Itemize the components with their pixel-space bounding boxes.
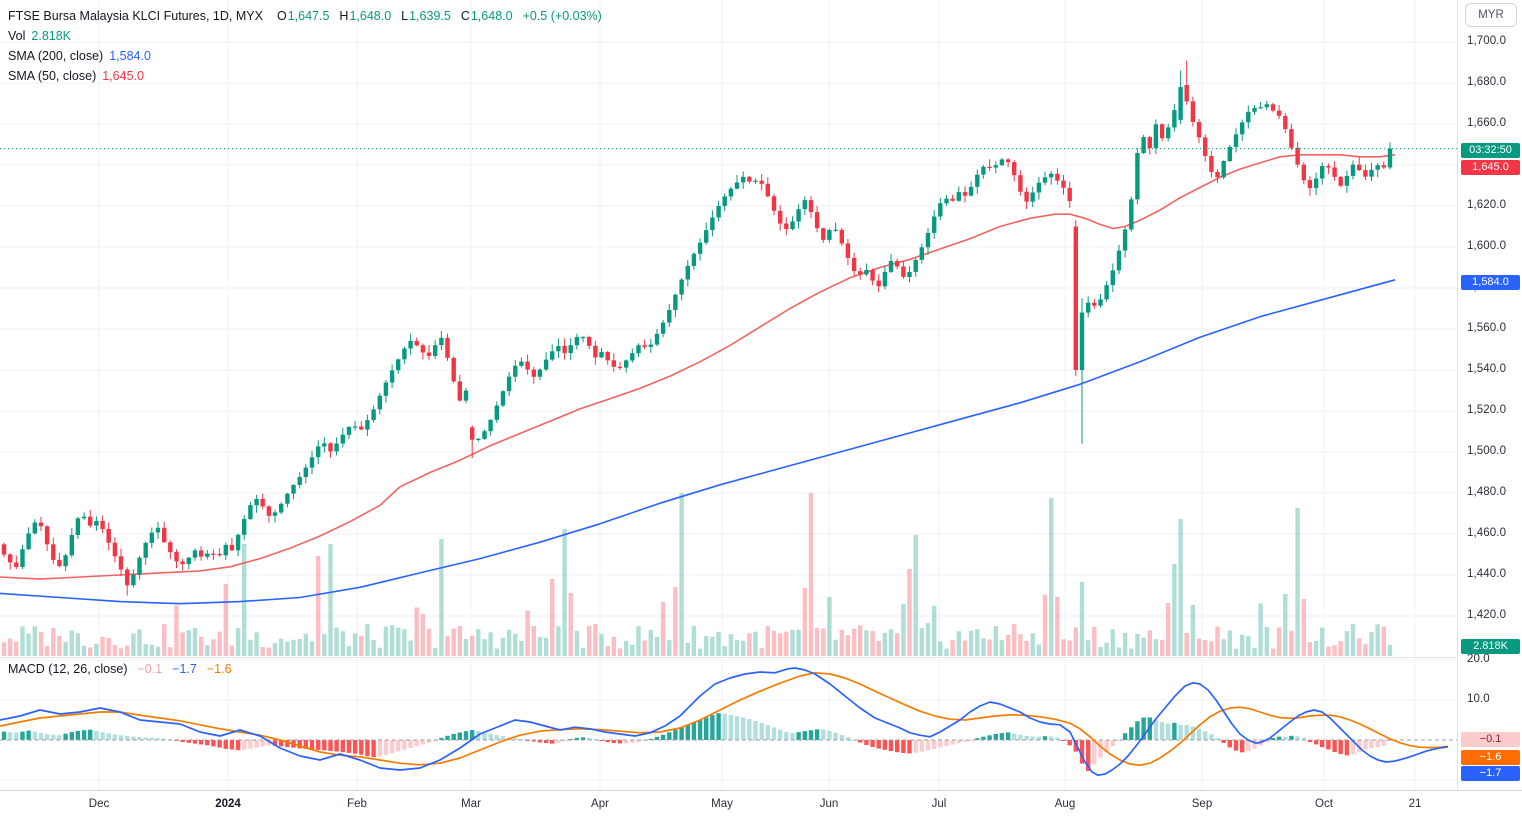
price-scale-axis[interactable]: MYR 1,700.0 1,680.0 1,660.0 1,620.0 1,600.0 1… [1458, 0, 1522, 790]
symbol-legend-row[interactable]: FTSE Bursa Malaysia KLCI Futures, 1D, MY… [8, 6, 602, 26]
price-axis-label: 1,500.0 [1467, 445, 1507, 457]
volume-label: Vol [8, 29, 26, 43]
symbol-title: FTSE Bursa Malaysia KLCI Futures, 1D, MY… [8, 9, 263, 23]
volume-badge: 2.818K [1461, 639, 1520, 654]
macd-axis-label: 20.0 [1467, 653, 1490, 665]
time-axis-label: 2024 [215, 798, 241, 810]
price-axis-label: 1,540.0 [1467, 363, 1507, 375]
macd-grid-layer [0, 657, 1457, 790]
macd-signal-value: −1.6 [206, 662, 232, 676]
open-value: 1,647.5 [287, 9, 330, 23]
macd-hist-badge: −0.1 [1461, 732, 1520, 747]
volume-legend-row[interactable]: Vol 2.818K [8, 26, 602, 46]
axis-separator [1457, 0, 1458, 790]
macd-hist-value: −0.1 [137, 662, 163, 676]
sma200-legend-row[interactable]: SMA (200, close) 1,584.0 [8, 46, 602, 66]
volume-layer [1, 493, 1393, 656]
volume-value: 2.818K [31, 29, 72, 43]
time-axis-label: May [711, 798, 733, 810]
macd-histogram-layer [1, 713, 1393, 771]
sma50-price-badge: 1,645.0 [1461, 160, 1520, 175]
time-axis-label: Oct [1315, 798, 1333, 810]
time-axis-label: Apr [591, 798, 609, 810]
price-axis-label: 1,520.0 [1467, 404, 1507, 416]
price-axis-label: 1,560.0 [1467, 322, 1507, 334]
macd-signal-line[interactable] [0, 671, 1449, 767]
price-axis-label: 1,480.0 [1467, 486, 1507, 498]
price-axis-label: 1,600.0 [1467, 240, 1507, 252]
time-axis-label: Feb [347, 798, 367, 810]
change-value: +0.5 (+0.03%) [522, 9, 602, 23]
candle-wicks-layer [3, 60, 1391, 596]
macd-line-badge: −1.7 [1461, 766, 1520, 781]
sma50-line[interactable] [0, 154, 1396, 580]
macd-main-line[interactable] [0, 667, 1449, 777]
high-label: H [339, 9, 349, 23]
time-axis-label: Mar [461, 798, 481, 810]
sma50-value: 1,645.0 [102, 69, 144, 83]
grid-layer [0, 0, 1457, 657]
macd-legend-row[interactable]: MACD (12, 26, close) −0.1 −1.7 −1.6 [8, 662, 232, 676]
sma50-legend-row[interactable]: SMA (50, close) 1,645.0 [8, 66, 602, 86]
sma200-line[interactable] [0, 279, 1396, 605]
price-axis-label: 1,680.0 [1467, 76, 1507, 88]
time-axis-label: Dec [88, 798, 110, 810]
pane-separator[interactable] [0, 657, 1522, 658]
price-axis-label: 1,420.0 [1467, 609, 1507, 621]
low-label: L [401, 9, 409, 23]
sma200-value: 1,584.0 [109, 49, 151, 63]
time-axis-label: 21 [1408, 798, 1422, 810]
price-axis-label: 1,700.0 [1467, 35, 1507, 47]
countdown-badge: 03:32:50 [1461, 143, 1520, 158]
time-axis-label: Sep [1191, 798, 1213, 810]
ohlc-values: O 1,647.5 H 1,648.0 L 1,639.5 C 1,648.0 +0.5… [277, 6, 602, 26]
macd-label: MACD (12, 26, close) [8, 662, 128, 676]
macd-signal-badge: −1.6 [1461, 750, 1520, 765]
macd-axis-label: 10.0 [1467, 693, 1490, 705]
low-value: 1,639.5 [409, 9, 451, 23]
time-axis-label: Aug [1054, 798, 1076, 810]
sma200-label: SMA (200, close) [8, 49, 104, 63]
price-pane[interactable] [0, 0, 1457, 657]
price-axis-label: 1,440.0 [1467, 568, 1507, 580]
price-axis-label: 1,660.0 [1467, 117, 1507, 129]
candle-bodies-layer [1, 85, 1393, 586]
high-value: 1,648.0 [349, 9, 392, 23]
sma50-label: SMA (50, close) [8, 69, 97, 83]
open-label: O [276, 9, 287, 23]
time-axis-label: Jun [819, 798, 839, 810]
chart-legend: FTSE Bursa Malaysia KLCI Futures, 1D, MY… [8, 6, 602, 86]
price-axis-label: 1,460.0 [1467, 527, 1507, 539]
time-axis-label: Jul [931, 798, 947, 810]
time-scale-axis[interactable]: Dec 2024 Feb Mar Apr May Jun Jul Aug Sep Oct 21 [0, 790, 1522, 819]
macd-line-value: −1.7 [172, 662, 197, 676]
close-value: 1,648.0 [470, 9, 513, 23]
close-label: C [460, 9, 470, 23]
price-axis-label: 1,620.0 [1467, 199, 1507, 211]
sma200-price-badge: 1,584.0 [1461, 275, 1520, 290]
currency-button[interactable]: MYR [1465, 3, 1517, 27]
macd-pane[interactable] [0, 657, 1457, 790]
